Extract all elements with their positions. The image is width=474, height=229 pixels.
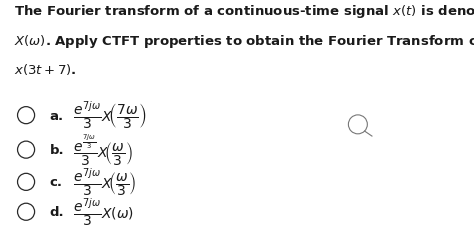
Text: c.: c.	[50, 176, 63, 188]
Text: $\dfrac{e^{\frac{7j\omega}{3}}}{3}X\!\left(\dfrac{\omega}{3}\right)$: $\dfrac{e^{\frac{7j\omega}{3}}}{3}X\!\le…	[73, 132, 133, 168]
Text: $\dfrac{e^{7j\omega}}{3}X\!\left(\dfrac{\omega}{3}\right)$: $\dfrac{e^{7j\omega}}{3}X\!\left(\dfrac{…	[73, 166, 137, 198]
Text: d.: d.	[50, 205, 64, 218]
Text: $x(3t+7)$.: $x(3t+7)$.	[14, 62, 77, 77]
Text: $X(\omega)$. Apply CTFT properties to obtain the Fourier Transform of: $X(\omega)$. Apply CTFT properties to ob…	[14, 33, 474, 50]
Text: The Fourier transform of a continuous-time signal $x(t)$ is denoted by: The Fourier transform of a continuous-ti…	[14, 3, 474, 20]
Text: $\dfrac{e^{7j\omega}}{3}X(\omega)$: $\dfrac{e^{7j\omega}}{3}X(\omega)$	[73, 196, 135, 228]
Text: $\dfrac{e^{7j\omega}}{3}X\!\left(\dfrac{7\omega}{3}\right)$: $\dfrac{e^{7j\omega}}{3}X\!\left(\dfrac{…	[73, 100, 147, 132]
Text: b.: b.	[50, 144, 64, 156]
Text: a.: a.	[50, 109, 64, 122]
